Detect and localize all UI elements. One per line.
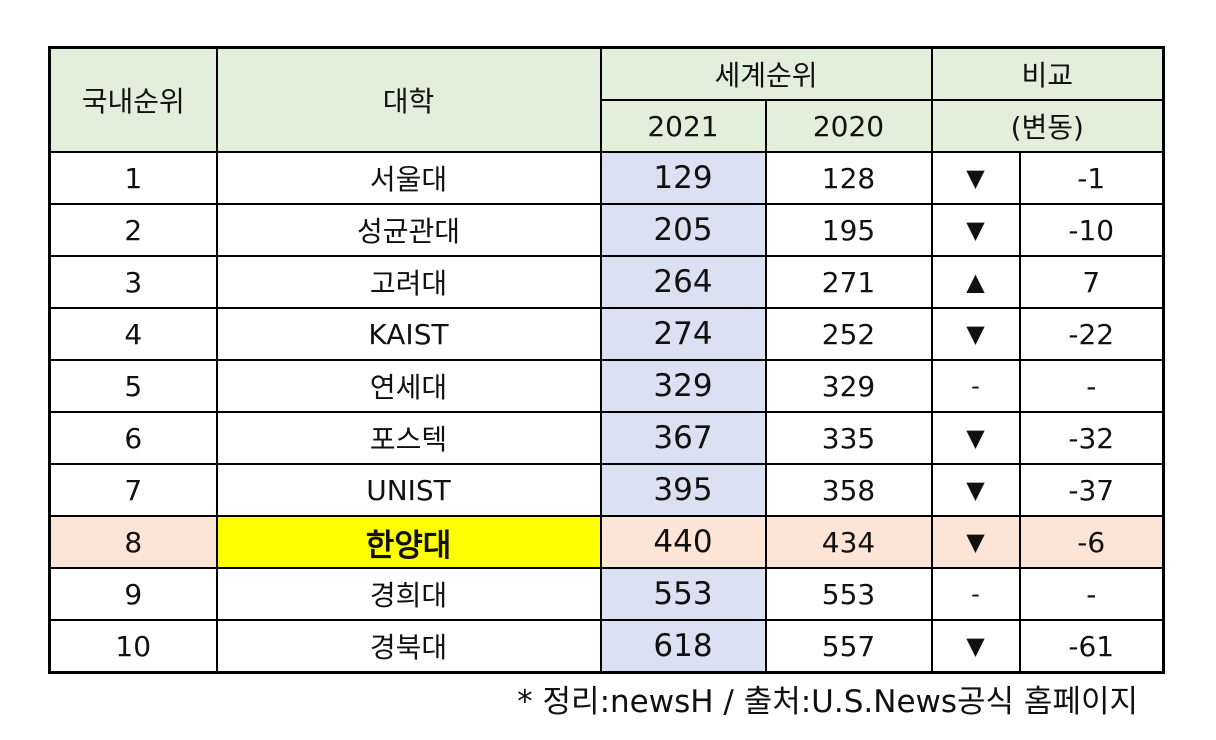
change-direction-icon: ▼ xyxy=(930,203,1021,257)
header-row-1: 국내순위 대학 세계순위 비교 xyxy=(48,46,1165,153)
university-ranking-table: 국내순위 대학 세계순위 비교 2021 2020 (변동) 1 서울대 129 12… xyxy=(48,46,1165,674)
table-row: 10 경북대 618 557 ▼ -61 xyxy=(48,619,1165,674)
university-cell: 경북대 xyxy=(215,619,602,674)
rank-2021-cell: 395 xyxy=(599,463,767,517)
rank-2020-cell: 271 xyxy=(764,255,933,309)
rank-2021-cell: 367 xyxy=(599,411,767,465)
rank-cell: 4 xyxy=(48,307,218,361)
table-row: 1 서울대 129 128 ▼ -1 xyxy=(48,151,1165,205)
rank-2020-cell: 358 xyxy=(764,463,933,517)
rank-2020-cell: 557 xyxy=(764,619,933,674)
change-direction-icon: ▼ xyxy=(930,619,1021,674)
change-direction-icon: ▼ xyxy=(930,151,1021,205)
university-cell: 포스텍 xyxy=(215,411,602,465)
rank-cell: 7 xyxy=(48,463,218,517)
source-footnote: * 정리:newsH / 출처:U.S.News공식 홈페이지 xyxy=(517,684,1138,720)
header-world-rank: 세계순위 xyxy=(599,46,933,101)
change-cell: -6 xyxy=(1018,515,1165,569)
table-row: 4 KAIST 274 252 ▼ -22 xyxy=(48,307,1165,361)
change-direction-icon: - xyxy=(930,567,1021,621)
rank-2020-cell: 434 xyxy=(764,515,933,569)
rank-2021-cell: 553 xyxy=(599,567,767,621)
change-cell: -10 xyxy=(1018,203,1165,257)
rank-2020-cell: 329 xyxy=(764,359,933,413)
rank-2020-cell: 335 xyxy=(764,411,933,465)
rank-2021-cell: 274 xyxy=(599,307,767,361)
change-direction-icon: ▼ xyxy=(930,307,1021,361)
change-cell: -1 xyxy=(1018,151,1165,205)
table-row: 5 연세대 329 329- - xyxy=(48,359,1165,413)
rank-cell: 3 xyxy=(48,255,218,309)
rank-2021-cell: 440 xyxy=(599,515,767,569)
change-cell: -37 xyxy=(1018,463,1165,517)
university-cell: 고려대 xyxy=(215,255,602,309)
university-cell: 연세대 xyxy=(215,359,602,413)
change-direction-icon: - xyxy=(930,359,1021,413)
change-cell: - xyxy=(1018,567,1165,621)
university-cell: KAIST xyxy=(215,307,602,361)
change-cell: -61 xyxy=(1018,619,1165,674)
table-row: 6 포스텍 367 335 ▼ -32 xyxy=(48,411,1165,465)
university-cell: 경희대 xyxy=(215,567,602,621)
table-row: 9 경희대 553 553- - xyxy=(48,567,1165,621)
table-row: 8 한양대 440 434 ▼ -6 xyxy=(48,515,1165,569)
change-direction-icon: ▼ xyxy=(930,411,1021,465)
change-direction-icon: ▲ xyxy=(930,255,1021,309)
rank-2020-cell: 195 xyxy=(764,203,933,257)
university-cell: 서울대 xyxy=(215,151,602,205)
university-cell: UNIST xyxy=(215,463,602,517)
table-row: 7 UNIST 395 358 ▼ -37 xyxy=(48,463,1165,517)
rank-2021-cell: 129 xyxy=(599,151,767,205)
rank-2020-cell: 252 xyxy=(764,307,933,361)
header-row-2: 2021 2020 (변동) xyxy=(50,99,1165,153)
table-row: 2 성균관대 205 195 ▼ -10 xyxy=(48,203,1165,257)
header-university: 대학 xyxy=(215,46,602,153)
header-compare: 비교 xyxy=(930,46,1165,101)
rank-2020-cell: 553 xyxy=(764,567,933,621)
rank-cell: 2 xyxy=(48,203,218,257)
change-direction-icon: ▼ xyxy=(930,463,1021,517)
rank-2020-cell: 128 xyxy=(764,151,933,205)
rank-2021-cell: 618 xyxy=(599,619,767,674)
university-cell: 한양대 xyxy=(215,515,602,569)
change-cell: -32 xyxy=(1018,411,1165,465)
rank-cell: 5 xyxy=(48,359,218,413)
rank-cell: 1 xyxy=(48,151,218,205)
header-domestic-rank: 국내순위 xyxy=(48,46,218,153)
header-2020: 2020 xyxy=(764,99,933,153)
rank-cell: 9 xyxy=(48,567,218,621)
rank-2021-cell: 329 xyxy=(599,359,767,413)
change-direction-icon: ▼ xyxy=(930,515,1021,569)
rank-cell: 10 xyxy=(48,619,218,674)
rank-2021-cell: 264 xyxy=(599,255,767,309)
header-2021: 2021 xyxy=(599,99,767,153)
change-cell: 7 xyxy=(1018,255,1165,309)
rank-2021-cell: 205 xyxy=(599,203,767,257)
rank-cell: 6 xyxy=(48,411,218,465)
university-cell: 성균관대 xyxy=(215,203,602,257)
change-cell: -22 xyxy=(1018,307,1165,361)
header-change: (변동) xyxy=(930,99,1165,153)
change-cell: - xyxy=(1018,359,1165,413)
rank-cell: 8 xyxy=(48,515,218,569)
table-row: 3 고려대 264 271 ▲ 7 xyxy=(48,255,1165,309)
